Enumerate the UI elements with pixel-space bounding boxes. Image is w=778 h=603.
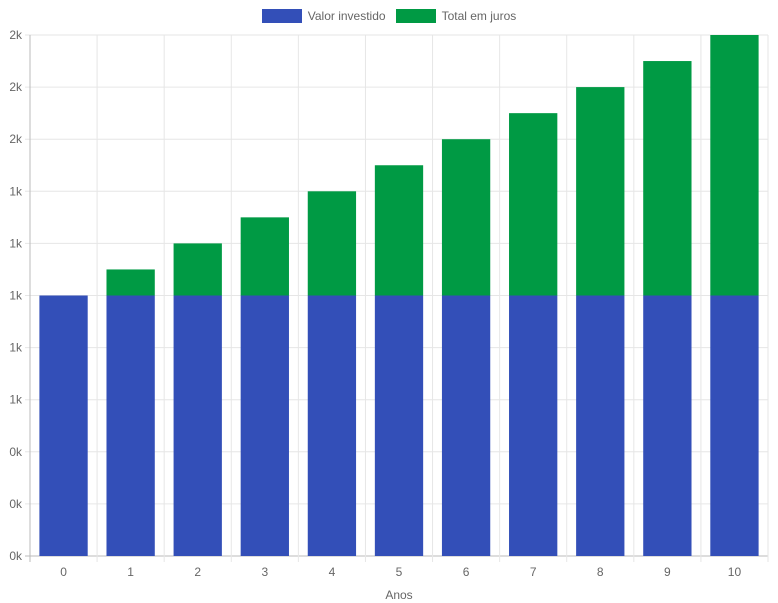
bar-valor-investido [240,295,289,556]
legend-item-valor-investido[interactable]: Valor investido [261,9,386,23]
bar-valor-investido [643,295,692,556]
legend-swatch-total-em-juros [395,9,436,23]
bar-total-em-juros [374,165,424,296]
y-tick-label: 1k [9,341,23,355]
x-tick-label: 1 [127,565,134,579]
x-tick-label: 5 [396,565,403,579]
y-tick-label: 1k [9,393,23,407]
bar-total-em-juros [173,243,222,296]
x-tick-label: 0 [60,565,67,579]
y-tick-label: 1k [9,184,23,198]
x-tick-label: 2 [194,565,201,579]
legend-swatch-valor-investido [261,9,302,23]
bar-total-em-juros [240,217,289,296]
bar-total-em-juros [643,61,692,296]
x-tick-label: 3 [261,565,268,579]
x-tick-label: 9 [664,565,671,579]
bar-total-em-juros [710,35,759,296]
legend-item-total-em-juros[interactable]: Total em juros [395,9,517,23]
bar-total-em-juros [441,139,491,296]
x-tick-label: 4 [329,565,336,579]
x-tick-label: 6 [463,565,470,579]
x-tick-label: 10 [728,565,742,579]
bar-total-em-juros [576,87,625,296]
chart-legend: Valor investido Total em juros [0,9,778,23]
legend-label-valor-investido: Valor investido [307,9,386,23]
x-axis-title: Anos [385,588,412,602]
bar-valor-investido [374,295,424,556]
bar-valor-investido [509,295,558,556]
y-tick-label: 1k [9,236,23,250]
bar-total-em-juros [509,113,558,296]
bar-valor-investido [39,295,88,556]
y-tick-label: 0k [9,549,23,563]
x-tick-label: 8 [597,565,604,579]
y-tick-label: 0k [9,497,23,511]
y-tick-label: 1k [9,289,23,303]
y-tick-label: 2k [9,132,23,146]
axes-layer: 0k 0k 0k 1k 1k 1k 1k 1k 2k 2k 2k 0 1 2 3 4 5 6 7 8 9 10 [9,28,741,579]
bar-total-em-juros [106,269,155,296]
bar-valor-investido [576,295,625,556]
x-tick-label: 7 [530,565,537,579]
bars-layer [39,35,759,556]
bar-valor-investido [710,295,759,556]
bar-valor-investido [307,295,357,556]
y-tick-label: 0k [9,445,23,459]
y-tick-label: 2k [9,28,23,42]
legend-label-total-em-juros: Total em juros [441,9,517,23]
y-tick-label: 2k [9,80,23,94]
bar-valor-investido [173,295,222,556]
bar-valor-investido [106,295,155,556]
bar-valor-investido [441,295,491,556]
bar-total-em-juros [307,191,357,296]
